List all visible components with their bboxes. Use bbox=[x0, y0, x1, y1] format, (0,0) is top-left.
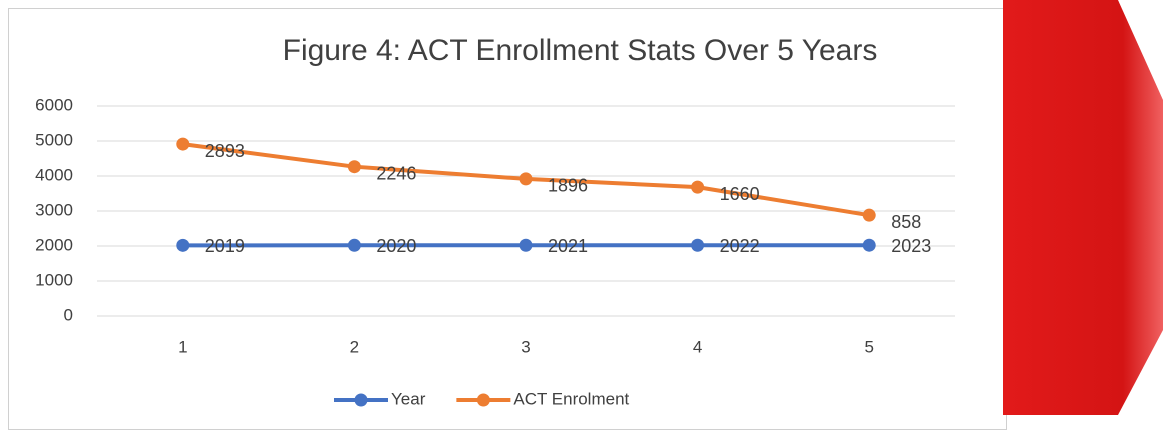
data-point bbox=[691, 181, 704, 194]
decorative-shape bbox=[1003, 0, 1163, 415]
y-tick-label: 5000 bbox=[35, 130, 73, 149]
legend-marker bbox=[477, 394, 490, 407]
data-point bbox=[863, 239, 876, 252]
data-point bbox=[176, 138, 189, 151]
data-label: 2020 bbox=[376, 236, 416, 256]
data-label: 2893 bbox=[205, 141, 245, 161]
y-tick-label: 2000 bbox=[35, 235, 73, 254]
data-label: 2021 bbox=[548, 236, 588, 256]
y-tick-label: 4000 bbox=[35, 165, 73, 184]
data-label: 2019 bbox=[205, 236, 245, 256]
data-point bbox=[176, 239, 189, 252]
legend-label: Year bbox=[391, 389, 426, 408]
legend-marker bbox=[355, 394, 368, 407]
x-tick-label: 5 bbox=[864, 337, 873, 356]
y-tick-label: 1000 bbox=[35, 270, 73, 289]
data-point bbox=[520, 172, 533, 185]
data-label: 1896 bbox=[548, 176, 588, 196]
y-tick-label: 6000 bbox=[35, 95, 73, 114]
data-label: 858 bbox=[891, 212, 921, 232]
x-tick-label: 3 bbox=[521, 337, 530, 356]
chart-title: Figure 4: ACT Enrollment Stats Over 5 Ye… bbox=[283, 34, 878, 67]
data-point bbox=[520, 239, 533, 252]
data-label: 1660 bbox=[720, 184, 760, 204]
x-tick-label: 4 bbox=[693, 337, 702, 356]
data-point bbox=[691, 239, 704, 252]
x-tick-label: 2 bbox=[350, 337, 359, 356]
data-label: 2022 bbox=[720, 236, 760, 256]
data-label: 2246 bbox=[376, 163, 416, 183]
x-tick-label: 1 bbox=[178, 337, 187, 356]
data-label: 2023 bbox=[891, 236, 931, 256]
y-tick-label: 0 bbox=[64, 305, 73, 324]
y-tick-label: 3000 bbox=[35, 200, 73, 219]
chart: Figure 4: ACT Enrollment Stats Over 5 Ye… bbox=[0, 0, 1171, 438]
data-point bbox=[863, 209, 876, 222]
legend-label: ACT Enrolment bbox=[513, 389, 629, 408]
chart-frame bbox=[9, 9, 1007, 430]
data-point bbox=[348, 239, 361, 252]
data-point bbox=[348, 160, 361, 173]
page: Figure 4: ACT Enrollment Stats Over 5 Ye… bbox=[0, 0, 1171, 438]
